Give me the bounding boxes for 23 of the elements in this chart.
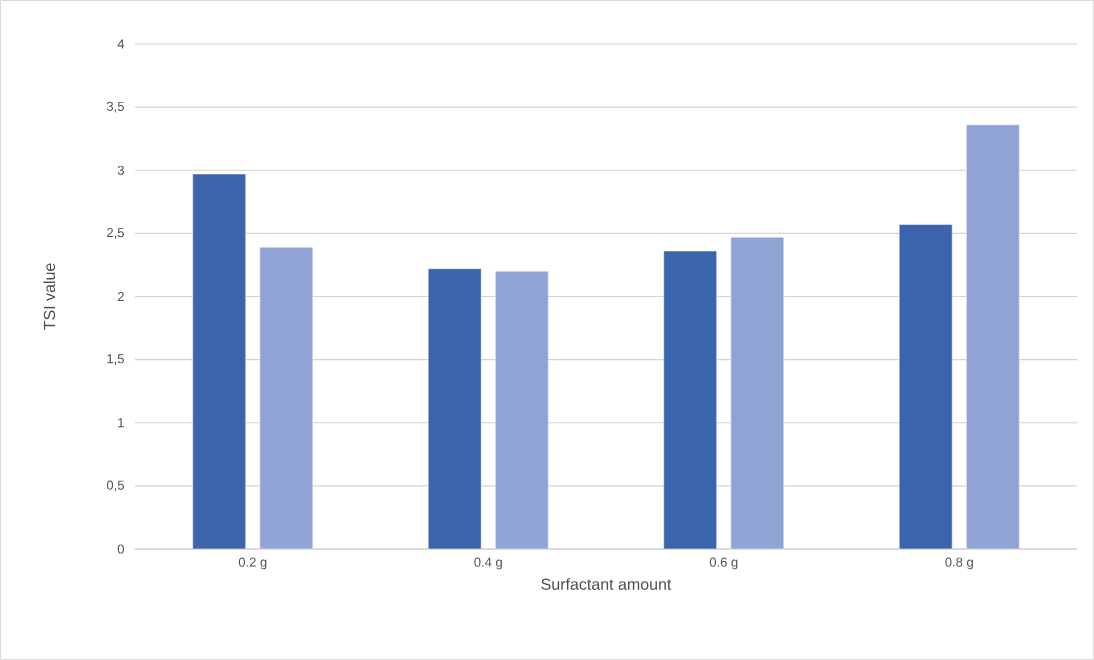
x-tick-label: 0.2 g [238, 557, 267, 570]
bar [730, 236, 785, 550]
x-axis-title: Surfactant amount [541, 578, 672, 590]
y-tick-label: 4 [117, 39, 125, 49]
y-tick-label: 1 [118, 418, 124, 428]
y-tick-label: 0 [117, 544, 124, 554]
y-tick-label: 3 [117, 165, 124, 175]
bar [663, 250, 717, 550]
y-tick-label: 3,5 [106, 101, 124, 113]
x-tick-label: 0.8 g [945, 557, 973, 570]
bar [966, 124, 1020, 550]
x-tick-label: 0.4 g [474, 557, 502, 570]
bar [192, 173, 246, 550]
y-tick-label: 0,5 [106, 480, 124, 492]
y-tick-label: 2 [117, 291, 124, 302]
bar [495, 270, 549, 550]
y-tick-label: 2,5 [107, 227, 124, 239]
y-tick-label: 1,5 [107, 354, 124, 365]
bar [427, 268, 482, 550]
x-tick-label: 0.6 g [709, 557, 738, 570]
y-axis-title: TSI value [43, 263, 56, 330]
bar [898, 224, 953, 550]
bar [259, 247, 314, 550]
